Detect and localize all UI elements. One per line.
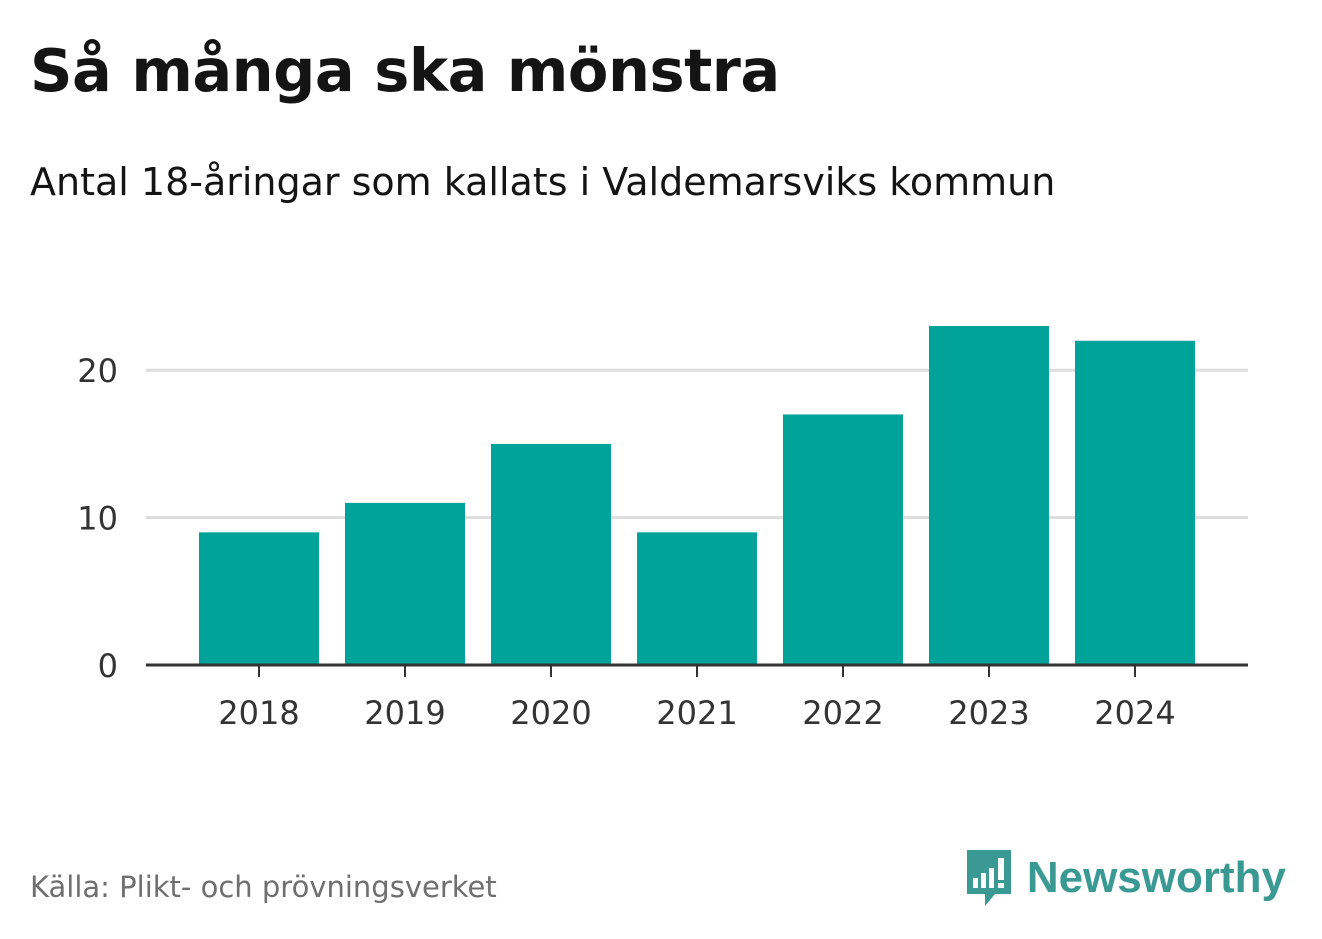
bar-2021 xyxy=(637,532,757,665)
y-axis-ticks: 0 10 20 xyxy=(77,352,118,685)
x-axis-ticks: 2018 2019 2020 2021 2022 2023 2024 xyxy=(218,665,1176,732)
bar-2019 xyxy=(345,502,465,665)
x-tick-label: 2021 xyxy=(656,694,737,732)
x-tick-label: 2023 xyxy=(948,694,1029,732)
gridlines xyxy=(146,368,1248,520)
x-tick-label: 2020 xyxy=(510,694,591,732)
bar-2024 xyxy=(1075,340,1195,665)
bar-2023 xyxy=(929,326,1049,665)
brand-name: Newsworthy xyxy=(1026,853,1286,902)
y-tick-label: 20 xyxy=(77,352,118,390)
y-tick-label: 10 xyxy=(77,500,118,538)
brand-logo: Newsworthy xyxy=(965,848,1286,908)
newsworthy-logo-icon xyxy=(966,850,1011,906)
bars xyxy=(199,326,1195,665)
x-tick-label: 2018 xyxy=(218,694,299,732)
chart-subtitle: Antal 18-åringar som kallats i Valdemars… xyxy=(30,160,1056,204)
bar-2018 xyxy=(199,532,319,665)
bar-2020 xyxy=(491,443,611,665)
chart-title: Så många ska mönstra xyxy=(30,36,780,105)
source-note: Källa: Plikt- och prövningsverket xyxy=(30,870,497,904)
x-tick-label: 2022 xyxy=(802,694,883,732)
x-tick-label: 2019 xyxy=(364,694,445,732)
x-tick-label: 2024 xyxy=(1094,694,1175,732)
y-tick-label: 0 xyxy=(98,647,118,685)
bar-2022 xyxy=(783,414,903,665)
